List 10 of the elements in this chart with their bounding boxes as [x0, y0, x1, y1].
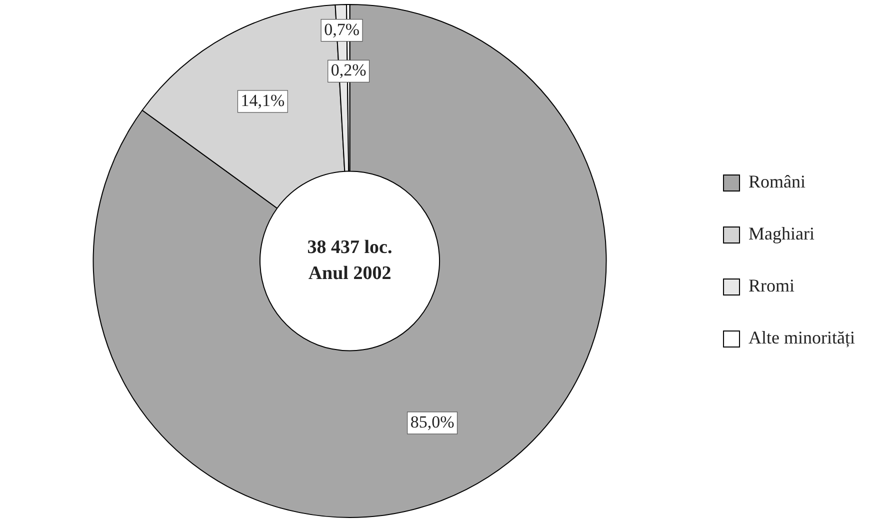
- text: 38 437 loc.: [307, 236, 392, 258]
- legend-label: Rromi: [748, 276, 795, 296]
- data-label: 0,7%: [324, 20, 360, 39]
- data-label: 85,0%: [410, 412, 454, 432]
- data-label: 0,2%: [330, 60, 366, 80]
- text: Anul 2002: [308, 262, 392, 284]
- legend-label: Alte minorități: [748, 328, 856, 348]
- legend-label: Maghiari: [748, 224, 815, 244]
- data-label: 14,1%: [240, 90, 285, 110]
- legend-label: Români: [748, 172, 806, 192]
